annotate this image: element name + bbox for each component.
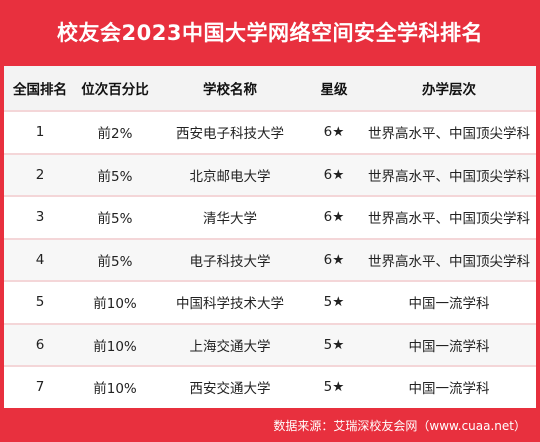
table-row: 5 前10% 中国科学技术大学 5★ 中国一流学科 xyxy=(4,282,536,325)
cell-school: 西安交通大学 xyxy=(189,381,271,398)
header-rank: 全国排名 xyxy=(13,82,67,98)
table-row: 2 前5% 北京邮电大学 6★ 世界高水平、中国顶尖学科 xyxy=(4,154,536,197)
cell-school: 中国科学技术大学 xyxy=(176,296,284,313)
cell-percentile: 前10% xyxy=(93,381,137,398)
header-level: 办学层次 xyxy=(422,82,476,98)
cell-school: 上海交通大学 xyxy=(189,338,271,355)
cell-star: 6★ xyxy=(323,124,345,141)
cell-level: 中国一流学科 xyxy=(408,296,490,313)
cell-school: 北京邮电大学 xyxy=(189,168,271,185)
cell-rank: 5 xyxy=(35,294,45,311)
cell-percentile: 前5% xyxy=(97,168,133,185)
cell-level: 世界高水平、中国顶尖学科 xyxy=(368,253,530,270)
ranking-table: 全国排名 位次百分比 学校名称 星级 办学层次 1 前2% 西安电子科技大学 6… xyxy=(4,66,536,408)
table-row: 1 前2% 西安电子科技大学 6★ 世界高水平、中国顶尖学科 xyxy=(4,112,536,155)
cell-star: 6★ xyxy=(323,166,345,183)
cell-school: 电子科技大学 xyxy=(189,253,271,270)
cell-rank: 2 xyxy=(35,166,45,183)
cell-percentile: 前2% xyxy=(97,126,133,143)
table-header-row: 全国排名 位次百分比 学校名称 星级 办学层次 xyxy=(4,66,536,112)
table-row: 6 前10% 上海交通大学 5★ 中国一流学科 xyxy=(4,324,536,367)
cell-star: 6★ xyxy=(323,251,345,268)
cell-rank: 6 xyxy=(35,336,45,353)
page-title: 校友会2023中国大学网络空间安全学科排名 xyxy=(57,21,483,45)
cell-rank: 7 xyxy=(35,379,45,396)
cell-rank: 1 xyxy=(35,124,45,141)
header-school: 学校名称 xyxy=(203,82,257,98)
table-row: 3 前5% 清华大学 6★ 世界高水平、中国顶尖学科 xyxy=(4,197,536,240)
cell-rank: 3 xyxy=(35,209,45,226)
cell-percentile: 前10% xyxy=(93,338,137,355)
table-row: 7 前10% 西安交通大学 5★ 中国一流学科 xyxy=(4,367,536,408)
header-percentile: 位次百分比 xyxy=(81,82,149,98)
cell-rank: 4 xyxy=(35,251,45,268)
cell-level: 世界高水平、中国顶尖学科 xyxy=(368,168,530,185)
cell-percentile: 前10% xyxy=(93,296,137,313)
cell-school: 清华大学 xyxy=(203,211,257,228)
cell-level: 中国一流学科 xyxy=(408,381,490,398)
cell-star: 5★ xyxy=(323,294,345,311)
table-row: 4 前5% 电子科技大学 6★ 世界高水平、中国顶尖学科 xyxy=(4,239,536,282)
cell-star: 5★ xyxy=(323,379,345,396)
cell-star: 6★ xyxy=(323,209,345,226)
cell-level: 世界高水平、中国顶尖学科 xyxy=(368,126,530,143)
cell-level: 中国一流学科 xyxy=(408,338,490,355)
header-star: 星级 xyxy=(320,82,348,98)
data-source-footer: 数据来源：艾瑞深校友会网（www.cuaa.net） xyxy=(273,418,526,433)
cell-level: 世界高水平、中国顶尖学科 xyxy=(368,211,530,228)
cell-percentile: 前5% xyxy=(97,211,133,228)
cell-school: 西安电子科技大学 xyxy=(176,126,284,143)
cell-star: 5★ xyxy=(323,336,345,353)
cell-percentile: 前5% xyxy=(97,253,133,270)
